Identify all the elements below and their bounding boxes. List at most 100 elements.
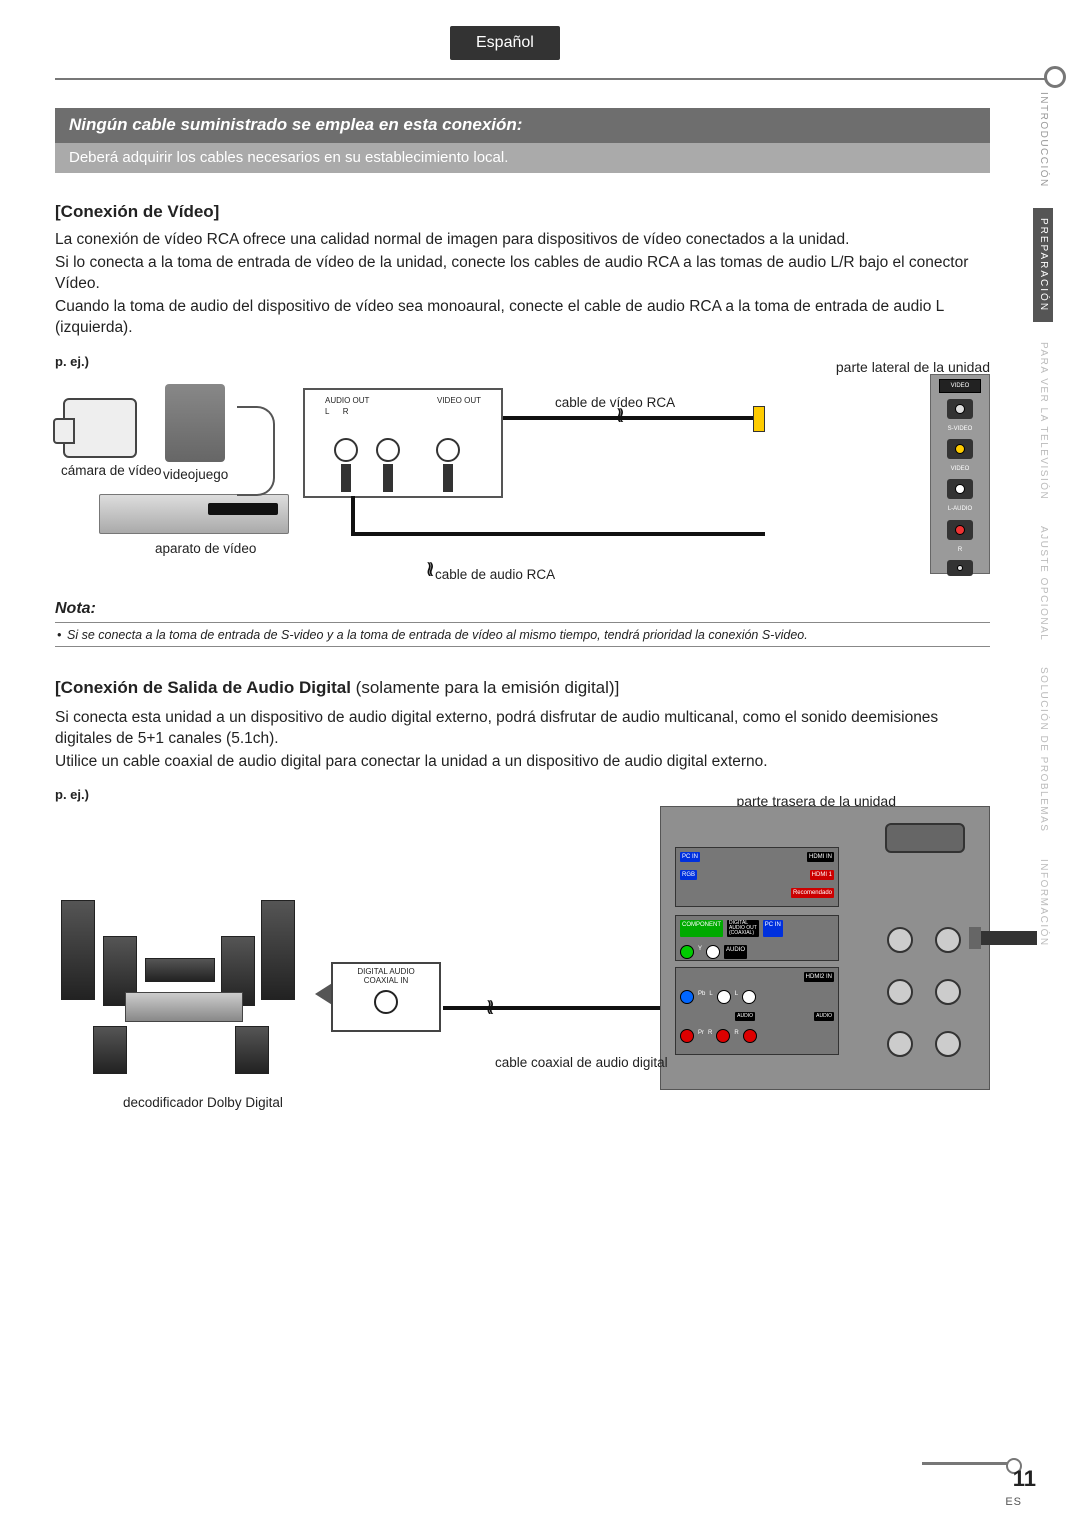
audio-chip: AUDIO [735,1012,755,1021]
rca-output-box: AUDIO OUTL R VIDEO OUT [303,388,503,498]
svideo-port-icon [947,399,973,419]
speaker-icon [61,900,95,1000]
l-jack-icon [742,990,756,1004]
game-label: videojuego [163,466,228,484]
audio-out-label: AUDIO OUTL R [325,396,369,418]
speaker-icon [235,1026,269,1074]
rgb-chip: RGB [680,870,697,880]
cable-wave-icon: ≀≀ [425,554,430,584]
camera-icon [63,398,137,458]
coax-cable-label: cable coaxial de audio digital [495,1054,668,1072]
rear-jack-icon [935,1031,961,1057]
component-chip: COMPONENT [680,920,723,937]
tv-side-panel: VIDEO S-VIDEO VIDEO L-AUDIO R HEAD PHONE [930,374,990,574]
note-rule-top [55,622,990,623]
video-connection-heading: [Conexión de Vídeo] [55,201,990,224]
coax-plug-icon [977,931,1037,945]
r-jack-icon [716,1029,730,1043]
vcr-label: aparato de vídeo [155,540,256,558]
video-cable-icon [503,416,763,420]
rear-plate-1: PC IN HDMI IN RGB HDMI 1 Recomendado [675,847,839,907]
digital-p1: Si conecta esta unidad a un dispositivo … [55,708,990,750]
audio-cable-icon [355,532,765,536]
rear-jack-icon [935,927,961,953]
video-label: VIDEO [931,465,989,473]
pr-jack-icon [680,1029,694,1043]
video-p3: Cuando la toma de audio del dispositivo … [55,297,990,339]
dolby-system-icon [61,900,321,1090]
amplifier-icon [125,992,243,1022]
pb-jack-icon [680,990,694,1004]
reco-chip: Recomendado [791,888,834,898]
rear-jack-icon [887,1031,913,1057]
hdmi1-chip: HDMI 1 [810,870,834,880]
rca-jack-r-icon [375,438,401,488]
y-jack-icon [680,945,694,959]
headphone-label: HEAD PHONE [931,582,989,590]
headphone-port-icon [947,560,973,576]
note-rule-bottom [55,646,990,647]
vcr-icon [99,494,289,534]
audio-r-port-icon [947,520,973,540]
video-p1: La conexión de vídeo RCA ofrece una cali… [55,230,990,251]
rear-plate-2: COMPONENT DIGITALAUDIO OUT(COAXIAL) PC I… [675,915,839,961]
tv-rear-panel: PC IN HDMI IN RGB HDMI 1 Recomendado [660,806,990,1090]
brace-icon [237,406,275,496]
section-tabs: INTRODUCCIÓN PREPARACIÓN PARA VER LA TEL… [1032,80,1054,952]
video2-port-label: VIDEO [939,379,981,393]
pcin-chip-2: PC IN [763,920,783,937]
rear-plate-3: HDMI2 IN Pb L L AUDIOAUDIO Pr [675,967,839,1055]
audio-r-label: R [931,546,989,554]
video-diagram: parte lateral de la unidad AUDIO OUTL R … [55,376,990,588]
svideo-label: S-VIDEO [931,425,989,433]
rear-jack-icon [935,979,961,1005]
rca-audio-cable-label: cable de audio RCA [435,566,555,584]
note-heading: Nota: [55,598,990,620]
digital-audio-chip: DIGITALAUDIO OUT(COAXIAL) [727,920,759,937]
rca-video-cable-label: cable de vídeo RCA [555,394,675,412]
audio-chip: AUDIO [814,1012,834,1021]
video-p2: Si lo conecta a la toma de entrada de ví… [55,253,990,295]
speaker-icon [93,1026,127,1074]
page-lang: ES [1005,1495,1022,1510]
pcin-chip: PC IN [680,852,700,862]
rca-jack-l-icon [333,438,359,488]
hdmiin-chip: HDMI IN [807,852,834,862]
coax-jack-icon [706,945,720,959]
game-console-icon [165,384,225,462]
tab-ajuste[interactable]: AJUSTE OPCIONAL [1034,520,1052,647]
audio-l-label: L-AUDIO [931,505,989,513]
audio-l-port-icon [947,479,973,499]
cable-wave-icon: ≀≀ [485,992,490,1022]
digital-p2: Utilice un cable coaxial de audio digita… [55,752,990,773]
rear-jack-icon [887,927,913,953]
audio-chip: AUDIO [724,945,747,959]
audio-cable-drop-icon [351,496,355,536]
camera-label: cámara de vídeo [61,462,162,480]
notice-subtitle: Deberá adquirir los cables necesarios en… [55,143,990,173]
coaxial-in-box: DIGITAL AUDIOCOAXIAL IN [331,962,441,1032]
note-text: Si se conecta a la toma de entrada de S-… [55,627,990,644]
page-content: Ningún cable suministrado se emplea en e… [55,0,1040,1140]
dolby-label: decodificador Dolby Digital [123,1094,283,1112]
speaker-icon [261,900,295,1000]
page-number: 11 [1013,1464,1036,1494]
rear-jack-icon [887,979,913,1005]
video-port-icon [947,439,973,459]
vga-port-icon [885,823,965,853]
header-rule [55,78,1056,80]
digital-audio-heading: [Conexión de Salida de Audio Digital (so… [55,677,990,700]
l-jack-icon [717,990,731,1004]
tab-solucion[interactable]: SOLUCIÓN DE PROBLEMAS [1034,661,1052,838]
center-speaker-icon [145,958,215,982]
tab-introduccion[interactable]: INTRODUCCIÓN [1034,86,1052,194]
r-jack-icon [743,1029,757,1043]
digital-diagram: parte trasera de la unidad DIGITAL AUDIO… [55,810,990,1140]
video-out-label: VIDEO OUT [437,396,481,418]
tab-television[interactable]: PARA VER LA TELEVISIÓN [1034,336,1052,506]
manual-page: Español INTRODUCCIÓN PREPARACIÓN PARA VE… [0,0,1080,1526]
language-tab: Español [450,26,560,60]
tab-preparacion[interactable]: PREPARACIÓN [1033,208,1053,322]
hdmi2-chip: HDMI2 IN [804,972,834,982]
coax-cable-icon [443,1006,689,1010]
